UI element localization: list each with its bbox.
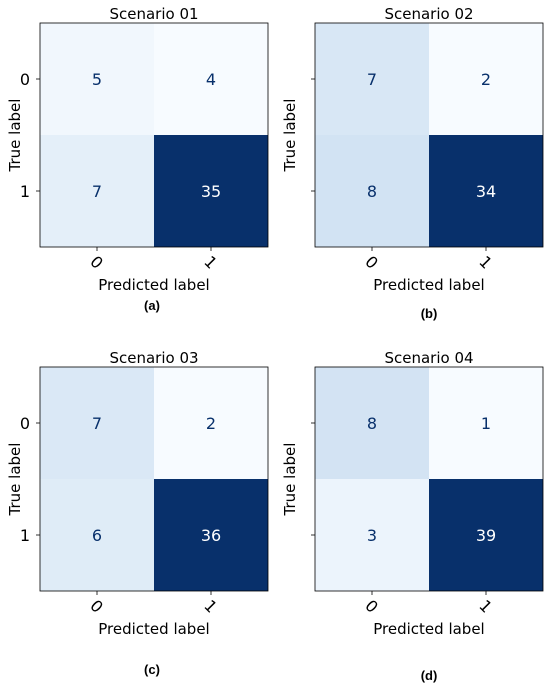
cell-value-label: 36	[201, 526, 221, 545]
cell-value-label: 7	[367, 70, 377, 89]
x-axis-label: Predicted label	[98, 276, 209, 294]
x-tick-label: 1	[475, 596, 496, 617]
cell-value-label: 39	[476, 526, 496, 545]
matrix-cell	[429, 367, 543, 479]
x-tick-label: 0	[86, 596, 107, 617]
matrix-cell	[40, 367, 154, 479]
matrix-cell	[40, 135, 154, 247]
cell-value-label: 3	[367, 526, 377, 545]
cell-value-label: 7	[92, 414, 102, 433]
x-axis-label: Predicted label	[373, 276, 484, 294]
y-tick-label: 1	[20, 526, 30, 545]
cell-value-label: 2	[206, 414, 216, 433]
matrix-cell	[315, 135, 429, 247]
x-tick-label: 1	[200, 252, 221, 273]
confusion-matrix-svg: 8 1 3 39 Scenario 04 0 1 Predicted label True la…	[281, 349, 544, 638]
matrix-cell	[154, 367, 268, 479]
cell-value-label: 5	[92, 70, 102, 89]
x-axis-label: Predicted label	[98, 620, 209, 638]
x-tick-label: 1	[475, 252, 496, 273]
confusion-matrix-svg: 7 2 8 34 Scenario 02 0 1 Predicted label True la…	[281, 5, 544, 294]
confusion-matrix-panel-c: 7 2 6 36 Scenario 03 0 1 0 1 Predicted label True …	[0, 344, 275, 688]
matrix-cell	[315, 367, 429, 479]
y-tick-label: 0	[20, 414, 30, 433]
cell-value-label: 8	[367, 414, 377, 433]
x-tick-label: 0	[361, 252, 382, 273]
matrix-cell	[315, 479, 429, 591]
matrix-cell	[154, 135, 268, 247]
y-tick-label: 1	[20, 182, 30, 201]
matrix-cell	[154, 479, 268, 591]
cell-value-label: 8	[367, 182, 377, 201]
subfigure-caption: (c)	[144, 662, 160, 677]
confusion-matrix-panel-a: 5 4 7 35 Scenario 01 0 1 0 1 Predicted label True …	[0, 0, 275, 344]
x-tick-label: 0	[86, 252, 107, 273]
x-tick-label: 0	[361, 596, 382, 617]
matrix-cell	[429, 479, 543, 591]
matrix-cell	[40, 479, 154, 591]
matrix-cell	[315, 23, 429, 135]
confusion-matrix-svg: 7 2 6 36 Scenario 03 0 1 0 1 Predicted label True …	[6, 349, 269, 638]
subfigure-caption: (b)	[420, 306, 438, 321]
matrix-cell	[40, 23, 154, 135]
confusion-matrix-panel-d: 8 1 3 39 Scenario 04 0 1 Predicted label True la…	[275, 344, 550, 688]
cell-value-label: 4	[206, 70, 216, 89]
cell-value-label: 6	[92, 526, 102, 545]
subfigure-caption: (a)	[144, 298, 160, 313]
chart-title: Scenario 01	[109, 5, 198, 23]
cell-value-label: 1	[481, 414, 491, 433]
chart-title: Scenario 04	[384, 349, 473, 367]
matrix-cell	[154, 23, 268, 135]
y-axis-label: True label	[281, 99, 299, 173]
matrix-cell	[429, 135, 543, 247]
cell-value-label: 34	[476, 182, 496, 201]
x-tick-label: 1	[200, 596, 221, 617]
matrix-cell	[429, 23, 543, 135]
confusion-matrix-panel-b: 7 2 8 34 Scenario 02 0 1 Predicted label True la…	[275, 0, 550, 344]
cell-value-label: 2	[481, 70, 491, 89]
y-axis-label: True label	[6, 99, 24, 173]
plot-frame	[39, 22, 269, 248]
plot-frame	[314, 22, 544, 248]
cell-value-label: 35	[201, 182, 221, 201]
chart-title: Scenario 02	[384, 5, 473, 23]
y-tick-label: 0	[20, 70, 30, 89]
cell-value-label: 7	[92, 182, 102, 201]
confusion-matrix-svg: 5 4 7 35 Scenario 01 0 1 0 1 Predicted label True …	[6, 5, 269, 294]
plot-frame	[314, 366, 544, 592]
subfigure-caption: (d)	[420, 668, 438, 683]
chart-title: Scenario 03	[109, 349, 198, 367]
x-axis-label: Predicted label	[373, 620, 484, 638]
y-axis-label: True label	[6, 443, 24, 517]
plot-frame	[39, 366, 269, 592]
y-axis-label: True label	[281, 443, 299, 517]
